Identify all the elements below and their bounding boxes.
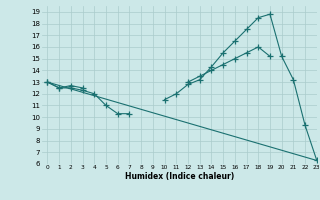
X-axis label: Humidex (Indice chaleur): Humidex (Indice chaleur) — [124, 172, 234, 181]
